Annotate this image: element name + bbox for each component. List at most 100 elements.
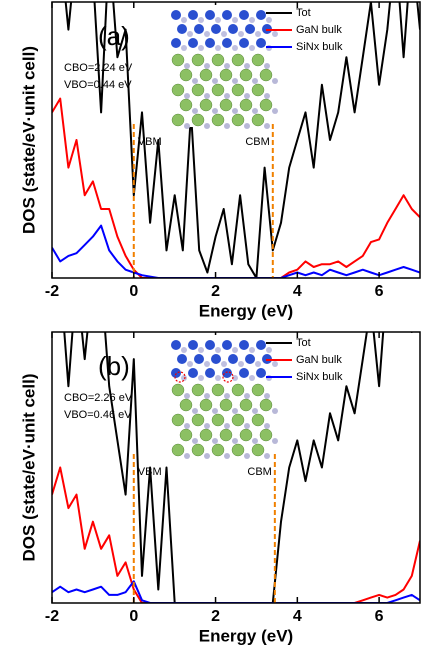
atom-n — [192, 408, 198, 414]
atom-si — [177, 354, 187, 364]
atom-si — [194, 354, 204, 364]
x-tick-label: 2 — [211, 283, 220, 300]
atom-si — [188, 368, 198, 378]
atom-n — [232, 375, 238, 381]
atom-si — [188, 10, 198, 20]
atom-ga — [259, 428, 273, 442]
atom-ga — [259, 398, 273, 412]
atom-n — [181, 347, 187, 353]
legend-label: Tot — [296, 337, 311, 349]
atom-n — [264, 453, 270, 459]
atom-ga — [211, 443, 225, 457]
atom-n — [224, 123, 230, 129]
annotation: VBO=0.46 eV — [64, 409, 132, 421]
atom-n — [184, 123, 190, 129]
x-tick-label: 4 — [293, 283, 302, 300]
atom-si — [245, 354, 255, 364]
atom-n — [198, 45, 204, 51]
atom-n — [212, 408, 218, 414]
annotation: CBO=2.24 eV — [64, 62, 133, 74]
atom-ga — [199, 398, 213, 412]
atom-ga — [171, 413, 185, 427]
atom-n — [232, 108, 238, 114]
atom-si — [194, 24, 204, 34]
atom-n — [252, 408, 258, 414]
x-tick-label: -2 — [45, 608, 59, 625]
atom-ga — [211, 53, 225, 67]
x-tick-label: 2 — [211, 608, 220, 625]
plot-area — [52, 2, 420, 278]
atom-n — [255, 361, 261, 367]
x-tick-label: 6 — [375, 283, 384, 300]
atom-n — [232, 17, 238, 23]
atom-n — [264, 123, 270, 129]
x-tick-label: 0 — [129, 608, 138, 625]
atom-n — [198, 347, 204, 353]
atom-n — [204, 63, 210, 69]
x-axis-label: Energy (eV) — [199, 626, 293, 645]
atom-ga — [231, 413, 245, 427]
atom-ga — [239, 68, 253, 82]
series-line — [64, 2, 420, 278]
atom-ga — [191, 443, 205, 457]
atom-ga — [231, 83, 245, 97]
atom-ga — [199, 98, 213, 112]
atom-si — [245, 24, 255, 34]
atom-n — [187, 31, 193, 37]
atom-ga — [171, 113, 185, 127]
annotation: CBO=2.26 eV — [64, 392, 133, 404]
defect-mark — [222, 371, 234, 383]
atom-ga — [239, 398, 253, 412]
band-edge-label: CBM — [245, 136, 269, 148]
series-line — [52, 580, 420, 603]
atom-si — [177, 24, 187, 34]
atom-si — [256, 10, 266, 20]
y-axis-label: DOS (state/eV·unit cell) — [19, 46, 38, 234]
band-edge-label: CBM — [247, 466, 271, 478]
atom-n — [184, 423, 190, 429]
atom-n — [244, 93, 250, 99]
atom-si — [171, 10, 181, 20]
legend-label: Tot — [296, 7, 311, 19]
structure-inset — [168, 5, 278, 129]
atom-n — [249, 375, 255, 381]
atom-ga — [191, 383, 205, 397]
atom-si — [205, 368, 215, 378]
atom-n — [212, 108, 218, 114]
atom-n — [244, 453, 250, 459]
atom-si — [222, 340, 232, 350]
atom-ga — [171, 83, 185, 97]
atom-n — [244, 393, 250, 399]
structure-inset — [168, 335, 278, 459]
legend-label: SiNx bulk — [296, 371, 343, 383]
atom-n — [215, 45, 221, 51]
atom-ga — [171, 383, 185, 397]
panel: VBM CBM -2 0 2 4 6 Energy (eV) DOS (state/eV·uni… — [19, 331, 421, 645]
atom-n — [244, 63, 250, 69]
atom-n — [204, 123, 210, 129]
atom-ga — [239, 428, 253, 442]
atom-ga — [251, 113, 265, 127]
atom-ga — [251, 443, 265, 457]
atom-si — [228, 354, 238, 364]
atom-ga — [231, 443, 245, 457]
atom-n — [204, 423, 210, 429]
atom-si — [228, 24, 238, 34]
atom-n — [264, 423, 270, 429]
atom-ga — [171, 443, 185, 457]
atom-n — [224, 63, 230, 69]
atom-n — [272, 408, 278, 414]
legend-label: GaN bulk — [296, 24, 342, 36]
atom-n — [192, 108, 198, 114]
atom-n — [198, 17, 204, 23]
atom-n — [224, 423, 230, 429]
atom-n — [215, 375, 221, 381]
series-line — [52, 224, 420, 278]
atom-n — [264, 93, 270, 99]
atom-n — [192, 438, 198, 444]
x-tick-label: 6 — [375, 608, 384, 625]
atom-ga — [179, 68, 193, 82]
atom-si — [205, 10, 215, 20]
atom-n — [215, 347, 221, 353]
atom-ga — [179, 398, 193, 412]
